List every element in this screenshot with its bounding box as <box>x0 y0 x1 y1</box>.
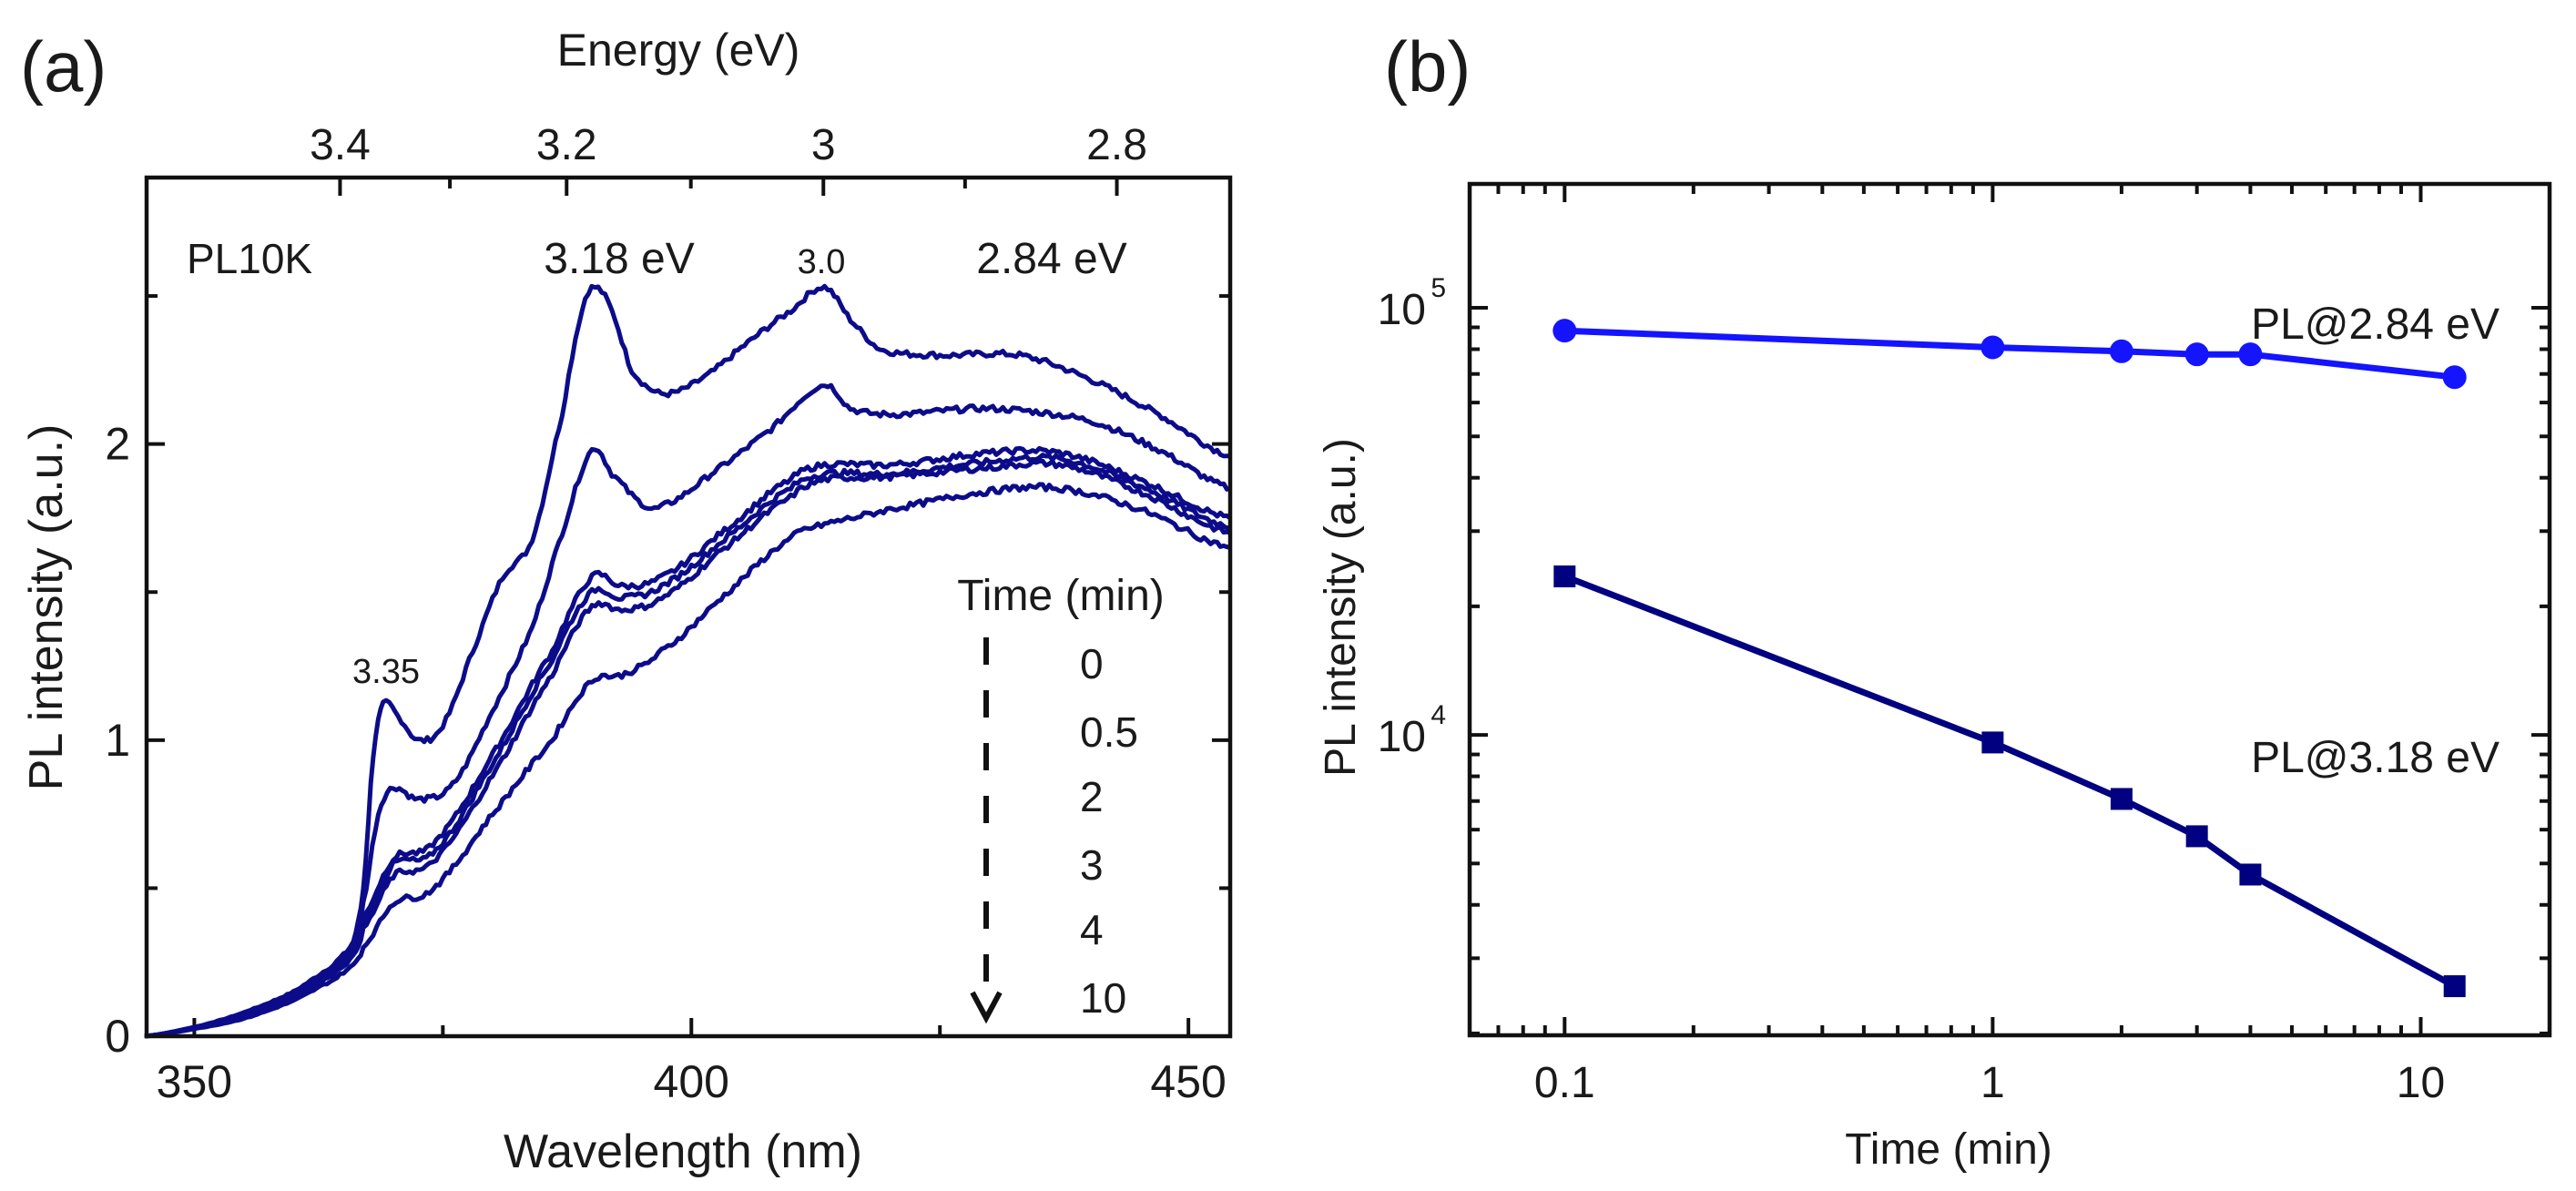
legend-entry: 2 <box>1080 773 1104 820</box>
y-tick-label: 1 <box>105 715 130 766</box>
spectrum-curve-2min <box>144 445 1232 1039</box>
data-point-pl-318 <box>2443 975 2466 998</box>
spectrum-curve-4min <box>144 458 1231 1039</box>
x-tick-label: 350 <box>157 1056 232 1107</box>
spectrum-curve-3min <box>144 453 1231 1039</box>
legend: Time (min) 0 0.5 2 3 4 10 <box>957 572 1165 1024</box>
legend-entry: 4 <box>1080 906 1104 953</box>
panel-b-time-decay: (b) Time (min) PL intensity (a.u.) 0.1 1 1… <box>1317 26 2552 1174</box>
top-tick-label: 3.4 <box>310 121 371 169</box>
x-tick-label: 10 <box>2397 1059 2445 1107</box>
data-point-pl-318 <box>2239 863 2262 886</box>
x-tick-label: 450 <box>1150 1056 1226 1107</box>
legend-title: Time (min) <box>957 572 1165 620</box>
legend-entry: 3 <box>1080 841 1104 889</box>
spectrum-curve-0_5min <box>144 382 1231 1039</box>
data-point-pl-318 <box>2110 788 2133 810</box>
x-tick-label: 0.1 <box>1534 1059 1595 1107</box>
data-point-pl-318 <box>1981 731 2004 754</box>
annotation-peak-30: 3.0 <box>798 243 846 281</box>
data-point-pl-284 <box>2442 365 2467 390</box>
spectrum-curve-10min <box>144 482 1231 1039</box>
y-axis-label: PL intensity (a.u.) <box>20 424 73 791</box>
y-axis-label: PL intensity (a.u.) <box>1317 438 1365 777</box>
annotation-peak-318: 3.18 eV <box>544 235 694 283</box>
annotation-peak-335: 3.35 <box>352 653 420 691</box>
y-tick-exponent: 4 <box>1431 700 1446 730</box>
legend-entry: 10 <box>1080 974 1126 1022</box>
series-line-pl-318 <box>1563 573 2457 990</box>
y-tick-label: 10 <box>1378 286 1426 334</box>
panel-a-label: (a) <box>20 26 107 107</box>
legend-entry: 0.5 <box>1080 708 1138 756</box>
panel-a-frame <box>144 175 1233 1039</box>
panel-a-curves <box>144 283 1232 1039</box>
top-axis-label: Energy (eV) <box>557 25 800 76</box>
series-label-318: PL@3.18 eV <box>2251 734 2500 782</box>
data-point-pl-284 <box>1980 335 2005 360</box>
data-point-pl-284 <box>2238 342 2263 367</box>
spectrum-curve-0min <box>144 283 1231 1039</box>
data-point-pl-318 <box>1553 565 1576 588</box>
arrow-down-icon <box>970 991 1003 1024</box>
data-point-pl-284 <box>2109 339 2133 363</box>
legend-entry: 0 <box>1080 640 1104 687</box>
panel-a-ticks: 350 400 450 0 1 2 3.4 3.2 3 2.8 <box>105 121 1230 1107</box>
data-point-pl-284 <box>2184 342 2209 367</box>
y-tick-exponent: 5 <box>1431 273 1446 303</box>
x-tick-label: 1 <box>1980 1059 2005 1107</box>
series-label-284: PL@2.84 eV <box>2251 300 2500 349</box>
top-tick-label: 2.8 <box>1086 121 1147 169</box>
x-axis-label: Time (min) <box>1845 1125 2052 1174</box>
x-axis-label: Wavelength (nm) <box>504 1125 862 1178</box>
y-tick-label: 0 <box>105 1011 130 1062</box>
annotation-sample: PL10K <box>187 235 312 282</box>
y-tick-label: 2 <box>105 419 130 470</box>
data-point-pl-284 <box>1553 319 1577 343</box>
top-tick-label: 3.2 <box>536 121 597 169</box>
series-line-pl-284 <box>1564 327 2456 381</box>
panel-b-frame <box>1467 181 2552 1038</box>
annotation-peak-284: 2.84 eV <box>976 235 1126 283</box>
panel-b-series <box>1553 319 2467 998</box>
data-point-pl-318 <box>2185 825 2208 848</box>
y-tick-label: 10 <box>1378 713 1426 761</box>
top-tick-label: 3 <box>811 121 836 169</box>
panel-a-spectra: (a) Energy (eV) Wavelength (nm) PL inten… <box>20 25 1233 1178</box>
panel-b-label: (b) <box>1384 26 1471 107</box>
x-tick-label: 400 <box>654 1056 729 1107</box>
